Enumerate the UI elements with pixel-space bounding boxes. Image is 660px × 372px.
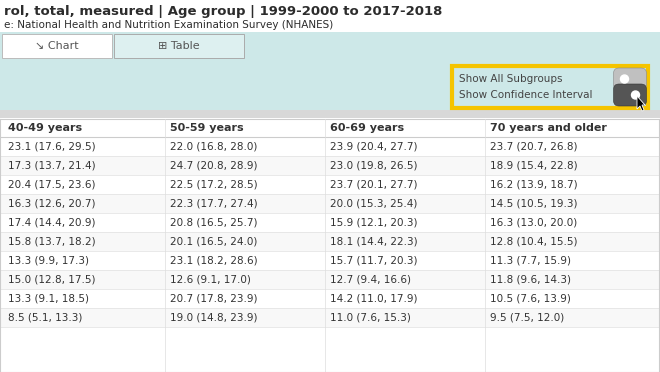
Text: 13.3 (9.1, 18.5): 13.3 (9.1, 18.5) [8, 294, 89, 304]
Text: 15.8 (13.7, 18.2): 15.8 (13.7, 18.2) [8, 237, 96, 247]
Text: 20.7 (17.8, 23.9): 20.7 (17.8, 23.9) [170, 294, 257, 304]
FancyBboxPatch shape [2, 34, 112, 58]
Text: 23.9 (20.4, 27.7): 23.9 (20.4, 27.7) [330, 141, 418, 151]
Text: 11.0 (7.6, 15.3): 11.0 (7.6, 15.3) [330, 312, 411, 323]
FancyBboxPatch shape [452, 66, 648, 108]
FancyBboxPatch shape [0, 119, 660, 137]
FancyBboxPatch shape [0, 194, 660, 213]
Polygon shape [637, 96, 645, 111]
FancyBboxPatch shape [0, 251, 660, 270]
FancyBboxPatch shape [614, 84, 647, 106]
FancyBboxPatch shape [0, 156, 660, 175]
FancyBboxPatch shape [0, 213, 660, 232]
FancyBboxPatch shape [0, 32, 660, 58]
Text: 14.5 (10.5, 19.3): 14.5 (10.5, 19.3) [490, 199, 578, 208]
Text: 23.1 (17.6, 29.5): 23.1 (17.6, 29.5) [8, 141, 96, 151]
Text: 23.7 (20.7, 26.8): 23.7 (20.7, 26.8) [490, 141, 578, 151]
Text: 20.8 (16.5, 25.7): 20.8 (16.5, 25.7) [170, 218, 257, 228]
Text: 12.8 (10.4, 15.5): 12.8 (10.4, 15.5) [490, 237, 578, 247]
FancyBboxPatch shape [0, 232, 660, 251]
Text: rol, total, measured | Age group | 1999-2000 to 2017-2018: rol, total, measured | Age group | 1999-… [4, 4, 442, 17]
Text: 20.4 (17.5, 23.6): 20.4 (17.5, 23.6) [8, 180, 96, 189]
Text: 11.3 (7.7, 15.9): 11.3 (7.7, 15.9) [490, 256, 571, 266]
Text: 14.2 (11.0, 17.9): 14.2 (11.0, 17.9) [330, 294, 418, 304]
Circle shape [632, 91, 640, 99]
FancyBboxPatch shape [0, 289, 660, 308]
Text: 9.5 (7.5, 12.0): 9.5 (7.5, 12.0) [490, 312, 564, 323]
FancyBboxPatch shape [614, 68, 647, 90]
Text: ↘ Chart: ↘ Chart [35, 41, 79, 51]
FancyBboxPatch shape [0, 110, 660, 118]
Text: 10.5 (7.6, 13.9): 10.5 (7.6, 13.9) [490, 294, 571, 304]
Text: 50-59 years: 50-59 years [170, 123, 244, 133]
Text: 12.6 (9.1, 17.0): 12.6 (9.1, 17.0) [170, 275, 251, 285]
Text: 19.0 (14.8, 23.9): 19.0 (14.8, 23.9) [170, 312, 257, 323]
FancyBboxPatch shape [0, 175, 660, 194]
Circle shape [620, 75, 628, 83]
FancyBboxPatch shape [0, 58, 660, 110]
Text: 23.7 (20.1, 27.7): 23.7 (20.1, 27.7) [330, 180, 418, 189]
Text: 70 years and older: 70 years and older [490, 123, 607, 133]
Text: 13.3 (9.9, 17.3): 13.3 (9.9, 17.3) [8, 256, 89, 266]
Text: 8.5 (5.1, 13.3): 8.5 (5.1, 13.3) [8, 312, 82, 323]
Text: 17.3 (13.7, 21.4): 17.3 (13.7, 21.4) [8, 160, 96, 170]
Text: 15.7 (11.7, 20.3): 15.7 (11.7, 20.3) [330, 256, 418, 266]
Text: 11.8 (9.6, 14.3): 11.8 (9.6, 14.3) [490, 275, 571, 285]
Text: 15.9 (12.1, 20.3): 15.9 (12.1, 20.3) [330, 218, 418, 228]
Text: 20.1 (16.5, 24.0): 20.1 (16.5, 24.0) [170, 237, 257, 247]
FancyBboxPatch shape [114, 34, 244, 58]
Text: 23.0 (19.8, 26.5): 23.0 (19.8, 26.5) [330, 160, 418, 170]
FancyBboxPatch shape [0, 270, 660, 289]
Text: 22.3 (17.7, 27.4): 22.3 (17.7, 27.4) [170, 199, 257, 208]
Text: 16.3 (13.0, 20.0): 16.3 (13.0, 20.0) [490, 218, 578, 228]
Text: 22.5 (17.2, 28.5): 22.5 (17.2, 28.5) [170, 180, 257, 189]
Text: 22.0 (16.8, 28.0): 22.0 (16.8, 28.0) [170, 141, 257, 151]
FancyBboxPatch shape [0, 137, 660, 156]
Text: 16.2 (13.9, 18.7): 16.2 (13.9, 18.7) [490, 180, 578, 189]
Text: 40-49 years: 40-49 years [8, 123, 82, 133]
FancyBboxPatch shape [0, 308, 660, 327]
Text: 20.0 (15.3, 25.4): 20.0 (15.3, 25.4) [330, 199, 417, 208]
Text: Show Confidence Interval: Show Confidence Interval [459, 90, 593, 100]
Text: 18.9 (15.4, 22.8): 18.9 (15.4, 22.8) [490, 160, 578, 170]
Text: 60-69 years: 60-69 years [330, 123, 404, 133]
Text: 12.7 (9.4, 16.6): 12.7 (9.4, 16.6) [330, 275, 411, 285]
Text: 23.1 (18.2, 28.6): 23.1 (18.2, 28.6) [170, 256, 257, 266]
Text: 15.0 (12.8, 17.5): 15.0 (12.8, 17.5) [8, 275, 96, 285]
Text: Show All Subgroups: Show All Subgroups [459, 74, 562, 84]
Text: 18.1 (14.4, 22.3): 18.1 (14.4, 22.3) [330, 237, 418, 247]
Text: 24.7 (20.8, 28.9): 24.7 (20.8, 28.9) [170, 160, 257, 170]
Text: ⊞ Table: ⊞ Table [158, 41, 200, 51]
Text: 17.4 (14.4, 20.9): 17.4 (14.4, 20.9) [8, 218, 96, 228]
FancyBboxPatch shape [0, 118, 660, 372]
Text: 16.3 (12.6, 20.7): 16.3 (12.6, 20.7) [8, 199, 96, 208]
FancyBboxPatch shape [0, 0, 660, 32]
Text: e: National Health and Nutrition Examination Survey (NHANES): e: National Health and Nutrition Examina… [4, 20, 333, 30]
